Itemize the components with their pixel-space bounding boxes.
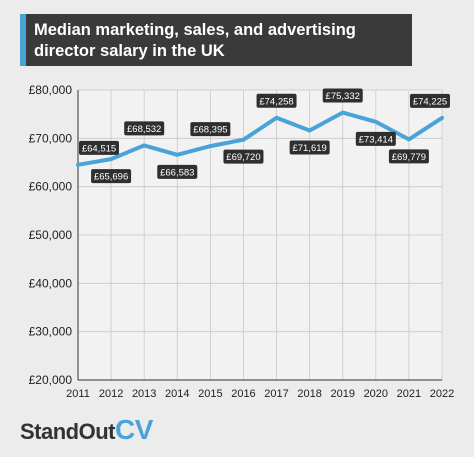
y-tick-label: £60,000 — [29, 180, 73, 194]
data-label-box — [410, 93, 450, 108]
x-tick-label: 2014 — [165, 388, 189, 400]
x-tick-label: 2020 — [364, 388, 388, 400]
y-tick-label: £30,000 — [29, 325, 73, 339]
series-line — [76, 110, 444, 167]
data-label-text: £73,414 — [359, 134, 393, 145]
data-label-box — [223, 149, 264, 164]
x-tick-label: 2013 — [132, 388, 156, 400]
title-banner: Median marketing, sales, and advertising… — [20, 14, 412, 66]
data-label-box — [388, 149, 429, 164]
data-label-text: £75,332 — [326, 91, 360, 102]
data-label-text: £68,532 — [127, 124, 161, 135]
data-label-text: £74,225 — [413, 96, 447, 107]
data-label: £66,583 — [157, 164, 198, 179]
x-tick-label: 2012 — [99, 388, 123, 400]
x-tick-label: 2015 — [198, 388, 222, 400]
y-tick-label: £80,000 — [29, 83, 73, 97]
data-label-box — [91, 169, 132, 184]
data-label: £73,414 — [355, 131, 396, 146]
logo-text-standout: StandOut — [20, 419, 116, 444]
data-label-text: £65,696 — [94, 172, 128, 183]
data-labels: £64,515 £65,696 £68,532 £66,583 £68,395 £69,7… — [79, 88, 450, 184]
data-label: £68,395 — [190, 122, 231, 137]
data-label-text: £64,515 — [82, 143, 116, 154]
data-label-box — [157, 164, 198, 179]
x-tick-label: 2019 — [330, 388, 354, 400]
logo-text-cv: CV — [115, 414, 153, 445]
data-label-text: £69,779 — [392, 152, 426, 163]
data-label: £65,696 — [91, 169, 132, 184]
data-label-text: £74,258 — [259, 96, 293, 107]
y-tick-label: £50,000 — [29, 228, 73, 242]
data-label-box — [190, 122, 231, 137]
data-label-box — [322, 88, 363, 103]
x-tick-label: 2017 — [264, 388, 288, 400]
data-label-text: £69,720 — [226, 152, 260, 163]
data-label: £68,532 — [124, 121, 165, 136]
x-tick-label: 2016 — [231, 388, 255, 400]
data-label: £64,515 — [79, 140, 119, 155]
data-label-text: £68,395 — [193, 125, 227, 136]
x-tick-label: 2018 — [297, 388, 321, 400]
data-label-box — [289, 140, 330, 155]
standoutcv-logo: StandOutCV — [20, 414, 153, 446]
series-line-layer — [76, 110, 444, 167]
y-tick-label: £70,000 — [29, 131, 73, 145]
data-label-text: £66,583 — [160, 167, 194, 178]
data-label: £69,779 — [388, 149, 429, 164]
data-label-box — [355, 131, 396, 146]
chart-title: Median marketing, sales, and advertising… — [34, 21, 356, 60]
y-tick-label: £40,000 — [29, 276, 73, 290]
data-label-text: £71,619 — [292, 143, 326, 154]
data-label: £74,258 — [256, 93, 297, 108]
data-label-box — [124, 121, 165, 136]
data-label: £71,619 — [289, 140, 330, 155]
x-tick-label: 2022 — [430, 388, 454, 400]
data-label: £74,225 — [410, 93, 450, 108]
data-label-box — [256, 93, 297, 108]
data-label: £75,332 — [322, 88, 363, 103]
data-label: £69,720 — [223, 149, 264, 164]
x-tick-label: 2021 — [397, 388, 421, 400]
data-label-box — [79, 140, 119, 155]
axes: £20,000 £30,000 £40,000 £50,000 £60,000 £70,0… — [29, 83, 455, 400]
x-tick-label: 2011 — [66, 388, 90, 400]
y-tick-label: £20,000 — [29, 373, 73, 387]
